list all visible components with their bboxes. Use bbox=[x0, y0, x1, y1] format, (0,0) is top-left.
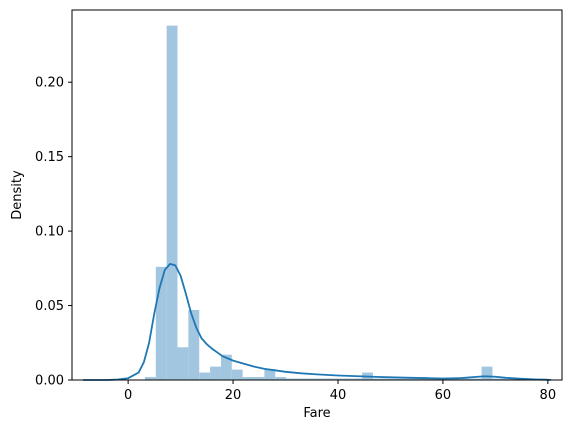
histogram-bar bbox=[253, 377, 265, 380]
histogram-bar bbox=[318, 378, 330, 380]
x-tick-label: 80 bbox=[540, 388, 557, 403]
histogram-bar bbox=[188, 310, 200, 380]
y-tick-label: 0.05 bbox=[35, 299, 64, 314]
y-tick-label: 0.00 bbox=[35, 374, 64, 389]
histogram-bar bbox=[503, 378, 515, 380]
kde-curve bbox=[82, 262, 552, 381]
x-tick-label: 60 bbox=[435, 388, 452, 403]
histogram-bar bbox=[372, 378, 384, 380]
x-axis-label: Fare bbox=[303, 406, 330, 421]
kde-curve-group bbox=[82, 262, 552, 381]
histogram-bar bbox=[383, 378, 395, 380]
y-tick-label: 0.15 bbox=[35, 150, 64, 165]
histogram-bar bbox=[340, 378, 352, 380]
x-tick-label: 20 bbox=[225, 388, 242, 403]
histogram-bar bbox=[220, 354, 232, 380]
histogram-bar bbox=[492, 378, 504, 380]
histogram-bar bbox=[144, 377, 156, 380]
x-tick-label: 40 bbox=[330, 388, 347, 403]
x-tick-label: 0 bbox=[124, 388, 132, 403]
y-axis-ticks: 0.00 0.05 0.10 0.15 0.20 bbox=[35, 76, 72, 389]
histogram-bar bbox=[427, 378, 439, 380]
histogram-bar bbox=[199, 372, 211, 380]
histogram-bar bbox=[307, 378, 319, 380]
histogram-bar bbox=[459, 378, 471, 380]
y-tick-label: 0.10 bbox=[35, 225, 64, 240]
histogram-bar bbox=[210, 366, 221, 380]
histogram-bar bbox=[470, 378, 482, 380]
histogram-bar bbox=[275, 377, 287, 380]
x-axis-ticks: 0 20 40 60 80 bbox=[124, 380, 556, 403]
histogram-bar bbox=[155, 266, 167, 380]
histogram-bar bbox=[231, 369, 243, 380]
histogram-bar bbox=[351, 378, 363, 380]
histogram-bars bbox=[144, 25, 547, 381]
y-tick-label: 0.20 bbox=[35, 76, 64, 91]
y-axis-label: Density bbox=[10, 170, 25, 220]
histogram-bar bbox=[329, 378, 341, 380]
histogram-bar bbox=[448, 378, 460, 380]
histogram-bar bbox=[286, 378, 297, 380]
histogram-bar bbox=[394, 378, 406, 380]
histogram-bar bbox=[481, 366, 493, 380]
histogram-bar bbox=[405, 378, 417, 380]
plot-frame bbox=[71, 9, 563, 381]
histogram-bar bbox=[264, 369, 276, 380]
histogram-bar bbox=[242, 377, 254, 380]
histogram-bar bbox=[177, 347, 189, 380]
histogram-bar bbox=[166, 25, 178, 381]
histogram-bar bbox=[296, 378, 308, 380]
